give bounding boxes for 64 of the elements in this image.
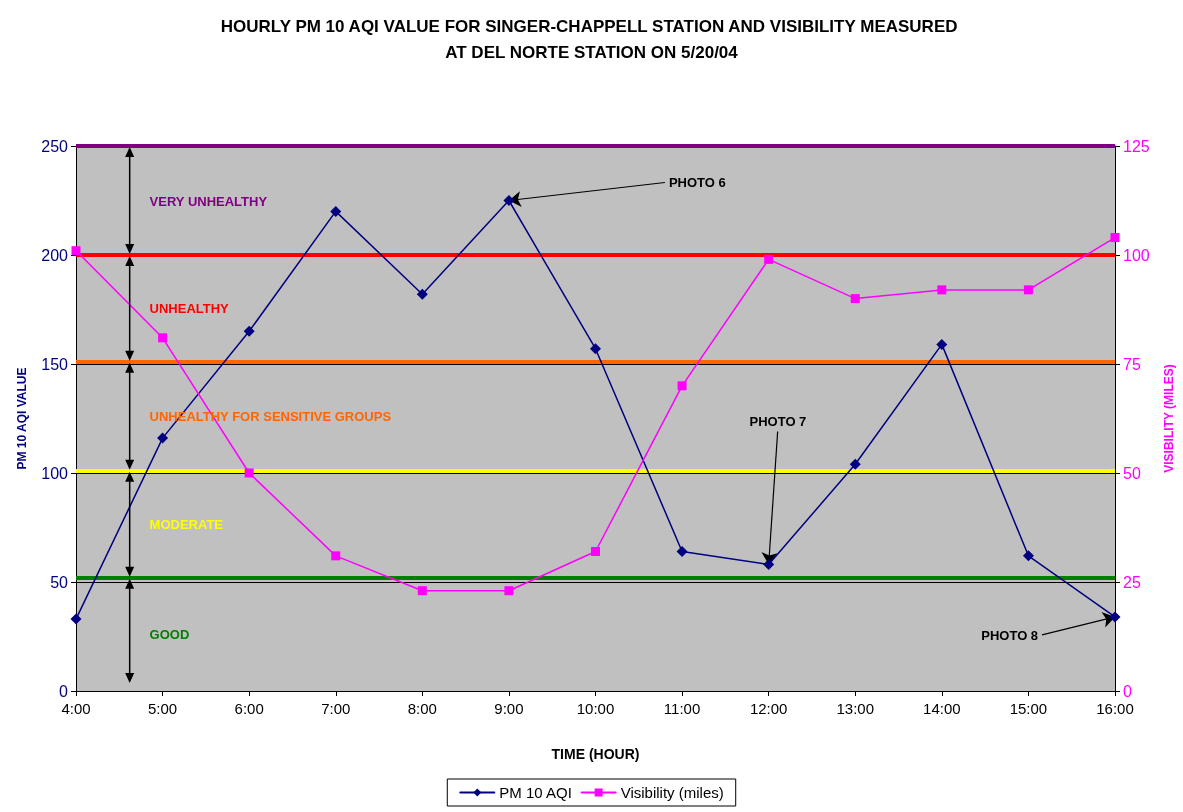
point bbox=[243, 325, 255, 337]
point bbox=[677, 381, 687, 391]
point bbox=[331, 551, 341, 561]
y2-tick-label: 50 bbox=[1123, 464, 1141, 482]
y2-axis-title: VISIBILITY (MILES) bbox=[1162, 364, 1176, 473]
point bbox=[764, 254, 774, 264]
y2-tick-label: 25 bbox=[1123, 573, 1141, 591]
point bbox=[503, 195, 515, 206]
point bbox=[71, 246, 81, 256]
ref-line-label: MODERATE bbox=[149, 517, 224, 533]
y2-tick-label: 75 bbox=[1123, 355, 1141, 373]
point bbox=[417, 586, 427, 596]
x-tick-label: 5:00 bbox=[147, 700, 178, 717]
x-tick-label: 13:00 bbox=[836, 700, 875, 717]
x-tick-label: 14:00 bbox=[923, 700, 961, 717]
ref-line-label: UNHEALTHY bbox=[149, 301, 230, 317]
x-tick-label: 7:00 bbox=[321, 700, 351, 717]
chart-title: HOURLY PM 10 AQI VALUE FOR SINGER-CHAPPELL STATION AND VISIBILITY MEASURED AT DEL NORTE STATION ON 5/20/04 bbox=[220, 16, 963, 62]
point bbox=[1109, 611, 1121, 623]
legend-label: PM 10 AQI bbox=[499, 784, 572, 801]
point bbox=[244, 468, 254, 478]
x-tick-label: 10:00 bbox=[576, 700, 615, 717]
point bbox=[416, 288, 428, 300]
point bbox=[850, 294, 860, 304]
point bbox=[591, 546, 600, 556]
point bbox=[158, 333, 168, 343]
annotation: PHOTO 7 bbox=[749, 413, 807, 429]
x-axis-title: TIME (HOUR) bbox=[551, 746, 640, 762]
point bbox=[504, 586, 514, 596]
y-tick-label: 250 bbox=[41, 137, 69, 155]
annotation: PHOTO 6 bbox=[668, 174, 726, 190]
x-tick-label: 6:00 bbox=[234, 700, 264, 717]
y2-tick-label: 125 bbox=[1123, 137, 1150, 155]
y-tick-label: 100 bbox=[41, 464, 69, 482]
x-tick-label: 12:00 bbox=[749, 700, 788, 717]
x-tick-label: 9:00 bbox=[494, 700, 524, 717]
point bbox=[590, 343, 601, 355]
point bbox=[157, 432, 169, 444]
point bbox=[70, 613, 82, 625]
y-tick-label: 50 bbox=[50, 573, 69, 591]
x-tick-label: 11:00 bbox=[663, 700, 701, 717]
point bbox=[1023, 285, 1033, 295]
point bbox=[936, 338, 948, 350]
x-tick-label: 4:00 bbox=[61, 700, 91, 717]
point bbox=[330, 205, 342, 217]
point bbox=[1022, 550, 1034, 562]
x-tick-label: 15:00 bbox=[1009, 700, 1048, 717]
y-tick-label: 150 bbox=[41, 355, 69, 373]
legend-label: Visibility (miles) bbox=[620, 784, 724, 801]
y-tick-label: 200 bbox=[41, 246, 69, 264]
point bbox=[676, 545, 688, 557]
annotation: PHOTO 8 bbox=[981, 628, 1039, 644]
x-tick-label: 8:00 bbox=[407, 700, 437, 717]
point bbox=[937, 285, 947, 295]
y2-tick-label: 0 bbox=[1123, 682, 1132, 700]
y2-tick-label: 100 bbox=[1123, 246, 1150, 264]
point bbox=[1110, 233, 1120, 243]
x-tick-label: 16:00 bbox=[1096, 700, 1134, 717]
point bbox=[763, 559, 775, 571]
point bbox=[849, 458, 861, 470]
ref-line-label: GOOD bbox=[149, 627, 190, 643]
y-axis-title: PM 10 AQI VALUE bbox=[15, 367, 29, 470]
ref-line-label: VERY UNHEALTHY bbox=[149, 193, 268, 209]
y-tick-label: 0 bbox=[59, 682, 69, 700]
